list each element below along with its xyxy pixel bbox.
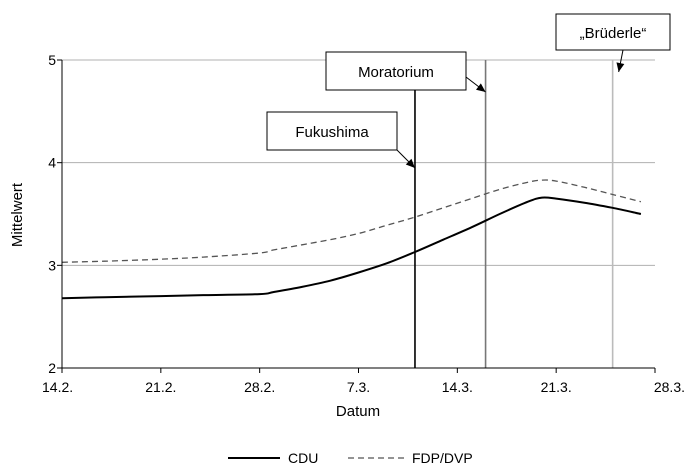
annotation-label-0: Fukushima bbox=[295, 124, 369, 141]
annotation-arrowhead-0 bbox=[405, 158, 415, 168]
legend-label-0: CDU bbox=[288, 450, 318, 466]
y-tick-label: 4 bbox=[48, 155, 56, 171]
x-tick-label: 28.3. bbox=[654, 379, 685, 395]
series-line-fdp-dvp bbox=[61, 179, 642, 263]
annotation-arrowhead-1 bbox=[475, 83, 486, 92]
x-tick-label: 7.3. bbox=[347, 379, 370, 395]
x-tick-label: 14.3. bbox=[442, 379, 473, 395]
gridlines bbox=[62, 59, 655, 266]
y-tick-label: 5 bbox=[48, 52, 56, 68]
x-tick-label: 28.2. bbox=[244, 379, 275, 395]
annotation-label-1: Moratorium bbox=[358, 64, 434, 81]
series-layer bbox=[61, 179, 642, 300]
x-tick-label: 14.2. bbox=[42, 379, 73, 395]
x-axis-title: Datum bbox=[336, 403, 380, 420]
annotation-box-2 bbox=[555, 13, 671, 51]
annotation-boxes: Fukushima Moratorium „Brüderle“ bbox=[266, 13, 671, 169]
annotation-2: „Brüderle“ bbox=[555, 13, 671, 73]
x-tick-label: 21.3. bbox=[541, 379, 572, 395]
annotation-box-0 bbox=[266, 111, 398, 151]
legend-label-1: FDP/DVP bbox=[412, 450, 473, 466]
annotation-lines bbox=[414, 60, 614, 368]
annotation-0: Fukushima bbox=[266, 111, 416, 169]
annotation-1: Moratorium bbox=[325, 51, 486, 93]
axes: 2 3 4 5 14.2. 21.2. 28.2. 7.3. 14.3. 21.3. 28.3. bbox=[42, 52, 685, 395]
annotation-box-1 bbox=[325, 51, 467, 91]
y-axis-title: Mittelwert bbox=[9, 182, 26, 247]
annotation-label-2: „Brüderle“ bbox=[580, 25, 647, 42]
annotation-arrowhead-2 bbox=[616, 62, 625, 72]
x-tick-label: 21.2. bbox=[145, 379, 176, 395]
y-tick-label: 3 bbox=[48, 257, 56, 273]
series-line-cdu bbox=[61, 196, 642, 300]
y-tick-label: 2 bbox=[48, 360, 56, 376]
legend: CDU FDP/DVP bbox=[228, 450, 473, 466]
